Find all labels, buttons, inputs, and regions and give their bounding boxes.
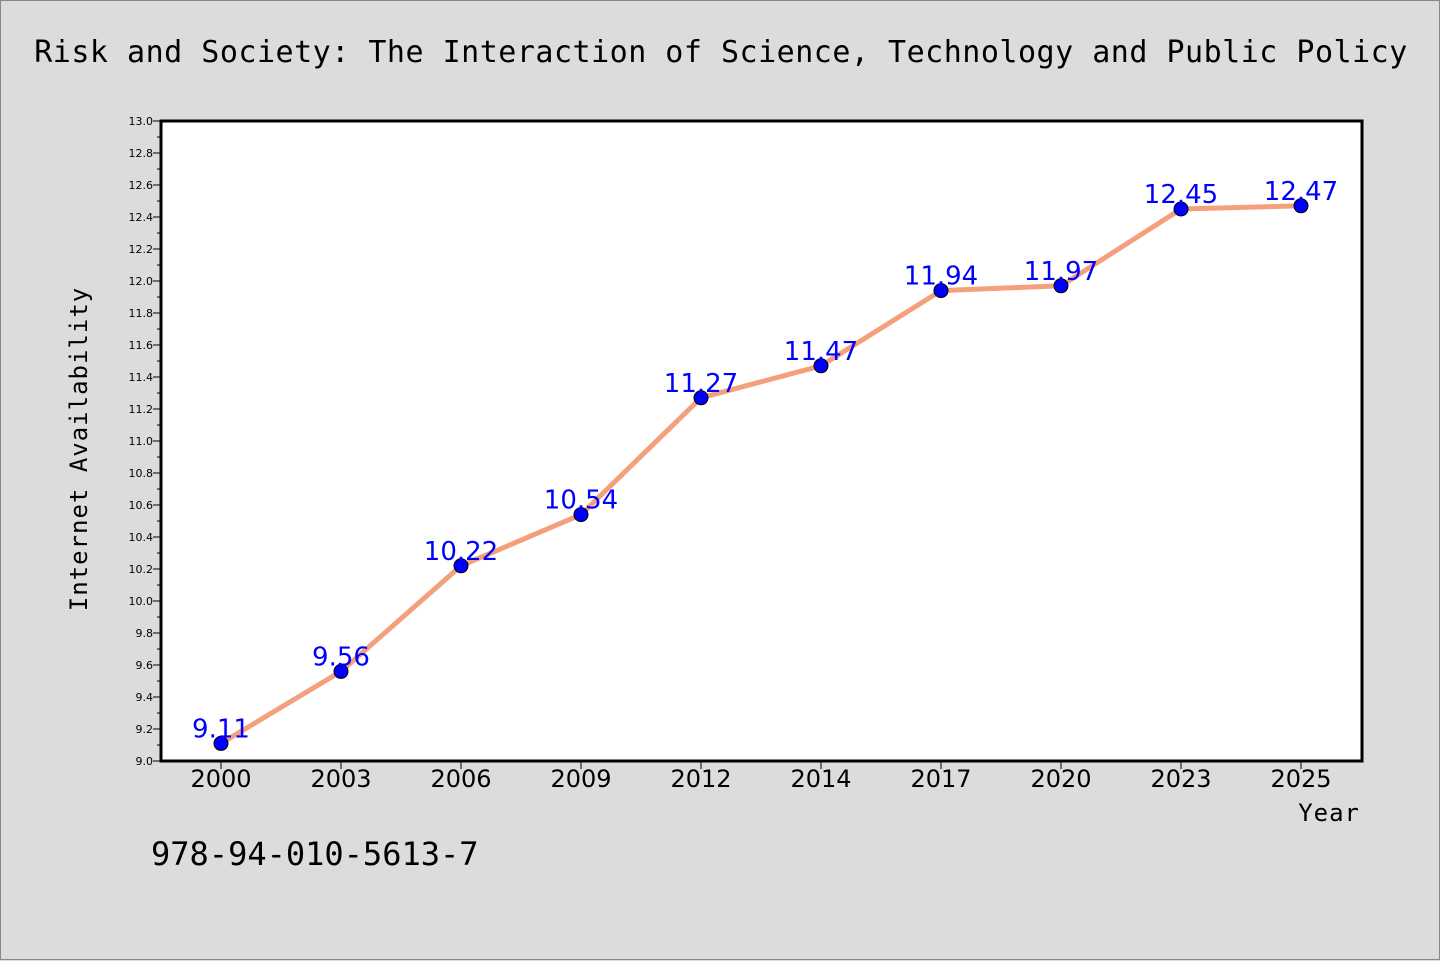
data-labels: 9.11 9.56 10.22 10.54 11.27 11.47 11.94 11.97 12…	[192, 177, 1338, 745]
series-markers	[213, 198, 1309, 751]
y-tick-label: 9.2	[136, 723, 154, 736]
x-tick-label: 2023	[1150, 765, 1211, 793]
series-line	[218, 203, 1304, 746]
data-point	[333, 663, 349, 679]
y-tick-label: 12.2	[129, 243, 154, 256]
data-point	[573, 507, 589, 523]
y-tick-label: 10.4	[129, 531, 154, 544]
x-axis-label: Year	[1298, 799, 1360, 827]
y-tick-label: 12.4	[129, 211, 154, 224]
y-tick-label: 10.8	[129, 467, 154, 480]
chart-title: Risk and Society: The Interaction of Sci…	[34, 35, 1408, 70]
y-tick-label: 11.8	[129, 307, 154, 320]
x-tick-label: 2006	[430, 765, 491, 793]
isbn-text: 978-94-010-5613-7	[151, 835, 479, 873]
data-point	[1173, 201, 1189, 217]
x-tick-label: 2025	[1270, 765, 1331, 793]
y-tick-label: 13.0	[129, 115, 154, 128]
y-tick-label: 9.4	[136, 691, 154, 704]
data-label: 11.94	[904, 262, 978, 292]
data-point	[213, 735, 229, 751]
data-point	[813, 358, 829, 374]
y-tick-label: 11.6	[129, 339, 154, 352]
y-tick-label: 10.6	[129, 499, 154, 512]
data-label: 10.54	[544, 486, 618, 516]
data-label: 9.11	[192, 714, 250, 744]
data-point	[933, 283, 949, 299]
data-point	[1053, 278, 1069, 294]
y-tick-label: 12.0	[129, 275, 154, 288]
y-tick-label: 12.8	[129, 147, 154, 160]
data-label: 11.47	[784, 337, 858, 367]
y-tick-label: 12.6	[129, 179, 154, 192]
x-tick-label: 2012	[670, 765, 731, 793]
y-tick-label: 9.6	[136, 659, 154, 672]
y-tick-label: 10.2	[129, 563, 154, 576]
x-tick-label: 2003	[310, 765, 371, 793]
data-point	[453, 558, 469, 574]
y-tick-label: 11.4	[129, 371, 154, 384]
y-tick-label: 9.0	[136, 755, 154, 768]
data-label: 11.97	[1024, 257, 1098, 287]
y-tick-label: 11.2	[129, 403, 154, 416]
x-tick-label: 2017	[910, 765, 971, 793]
x-tick-label: 2009	[550, 765, 611, 793]
x-tick-label: 2014	[790, 765, 851, 793]
data-label: 12.47	[1264, 177, 1338, 207]
data-point	[1293, 198, 1309, 214]
y-axis-label: Internet Availability	[65, 287, 93, 611]
y-tick-label: 9.8	[136, 627, 154, 640]
y-tick-label: 11.0	[129, 435, 154, 448]
data-label: 9.56	[312, 642, 370, 672]
data-label: 10.22	[424, 537, 498, 567]
x-tick-label: 2000	[190, 765, 251, 793]
data-point	[693, 390, 709, 406]
x-axis: 2000 2003 2006 2009 2012 2014 2017 2020 2023 2025	[190, 761, 1332, 793]
x-tick-label: 2020	[1030, 765, 1091, 793]
y-tick-label: 10.0	[129, 595, 154, 608]
data-label: 12.45	[1144, 180, 1218, 210]
y-axis: 9.0 9.2 9.4 9.6 9.8 10.0 10.2 10.4 10.6 10.8 11.0 1…	[129, 115, 161, 768]
data-label: 11.27	[664, 369, 738, 399]
